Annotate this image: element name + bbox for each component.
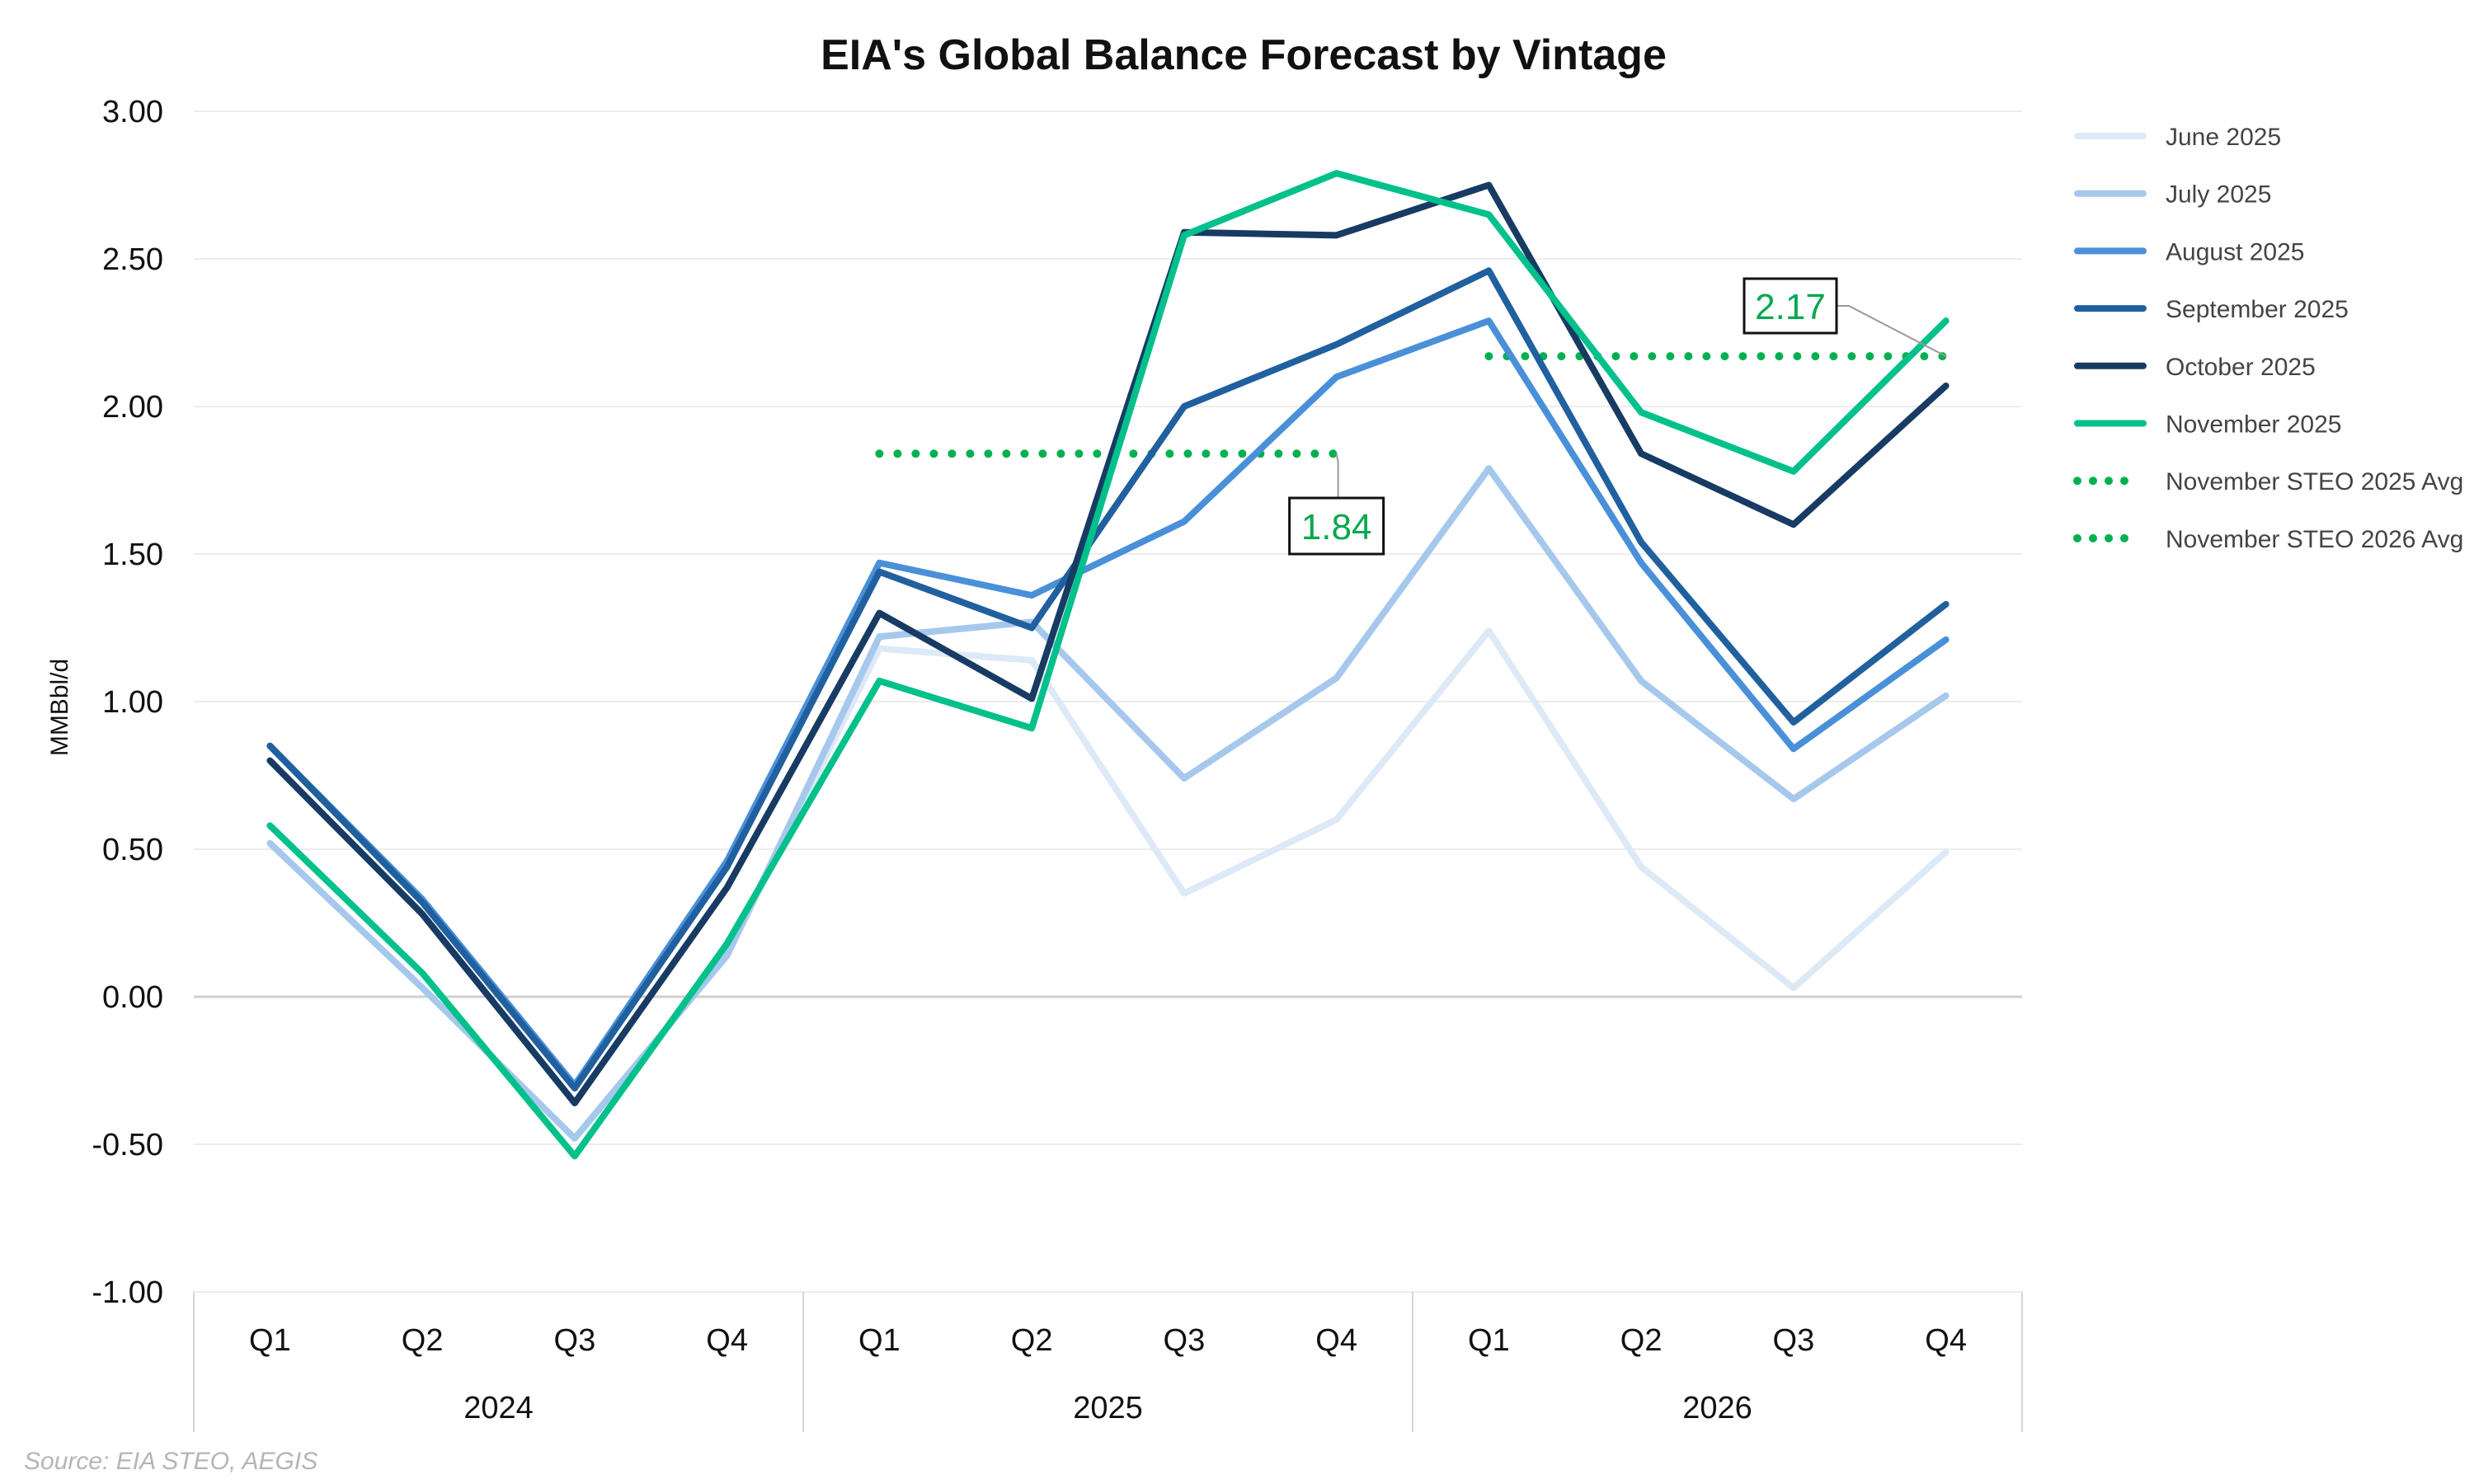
legend-item: June 2025	[2074, 124, 2281, 151]
legend: June 2025 July 2025 August 2025 September 2…	[2073, 124, 2463, 553]
legend-item: August 2025	[2074, 238, 2304, 265]
series-lines	[266, 170, 1950, 1160]
x-tick-label: Q1	[858, 1323, 901, 1358]
annotation-value: 2.17	[1755, 287, 1826, 327]
x-axis: Q1 Q2 Q3 Q4 Q1 Q2 Q3 Q4 Q1 Q2 Q3 Q4 2024 2025 2026	[193, 1292, 2023, 1432]
y-tick-label: 3.00	[102, 95, 163, 129]
y-tick-label: 2.50	[102, 242, 163, 277]
legend-item: September 2025	[2074, 296, 2349, 323]
average-lines	[875, 352, 1950, 458]
legend-item: November STEO 2025 Avg	[2073, 468, 2463, 495]
y-tick-label: 2.00	[102, 390, 163, 425]
y-tick-label: -0.50	[92, 1128, 163, 1162]
y-tick-label: 1.00	[102, 685, 163, 720]
series-line-november-2025	[266, 170, 1950, 1160]
annotation-leader	[1335, 453, 1339, 498]
x-group-label: 2026	[1682, 1391, 1752, 1425]
annotation-leader	[1837, 305, 1947, 358]
annotations: 1.84 2.17	[1288, 277, 1947, 556]
x-tick-label: Q3	[554, 1323, 596, 1358]
y-tick-label: 1.50	[102, 538, 163, 572]
annotation-box	[1288, 496, 1385, 556]
source-note: Source: EIA STEO, AEGIS	[24, 1448, 317, 1475]
x-tick-label: Q2	[1011, 1323, 1053, 1358]
x-tick-label: Q4	[706, 1323, 748, 1358]
legend-label: October 2025	[2166, 354, 2316, 381]
series-line-july-2025	[266, 465, 1950, 1142]
x-tick-label: Q4	[1315, 1323, 1357, 1358]
annotation-value: 1.84	[1301, 507, 1372, 547]
x-group-label: 2024	[463, 1391, 534, 1425]
legend-label: June 2025	[2166, 124, 2281, 151]
legend-label: September 2025	[2166, 296, 2349, 323]
annotation-box	[1743, 277, 1838, 335]
legend-item: July 2025	[2074, 181, 2271, 209]
legend-label: July 2025	[2166, 181, 2271, 209]
chart-title: EIA's Global Balance Forecast by Vintage	[821, 31, 1667, 79]
legend-label: November STEO 2026 Avg	[2166, 526, 2463, 553]
x-group-label: 2025	[1073, 1391, 1143, 1425]
y-axis-label: MMBbl/d	[46, 659, 73, 756]
series-line-october-2025	[266, 181, 1950, 1106]
legend-label: November 2025	[2166, 411, 2341, 439]
x-tick-label: Q4	[1925, 1323, 1967, 1358]
x-tick-label: Q1	[1468, 1323, 1510, 1358]
x-tick-label: Q2	[402, 1323, 444, 1358]
y-tick-label: 0.00	[102, 980, 163, 1015]
legend-item: November STEO 2026 Avg	[2073, 526, 2463, 553]
series-line-september-2025	[266, 267, 1950, 1092]
y-tick-label: 0.50	[102, 833, 163, 867]
y-tick-label: -1.00	[92, 1275, 163, 1310]
legend-label: November STEO 2025 Avg	[2166, 468, 2463, 495]
legend-item: November 2025	[2074, 411, 2341, 439]
series-line-june-2025	[266, 627, 1950, 1142]
legend-label: August 2025	[2166, 238, 2304, 265]
x-tick-label: Q3	[1164, 1323, 1206, 1358]
x-tick-label: Q2	[1620, 1323, 1663, 1358]
y-tick-labels: 3.00 2.50 2.00 1.50 1.00 0.50 0.00 -0.50 -1.00	[92, 95, 163, 1310]
x-tick-label: Q3	[1773, 1323, 1815, 1358]
x-tick-label: Q1	[249, 1323, 291, 1358]
legend-item: October 2025	[2074, 354, 2316, 381]
